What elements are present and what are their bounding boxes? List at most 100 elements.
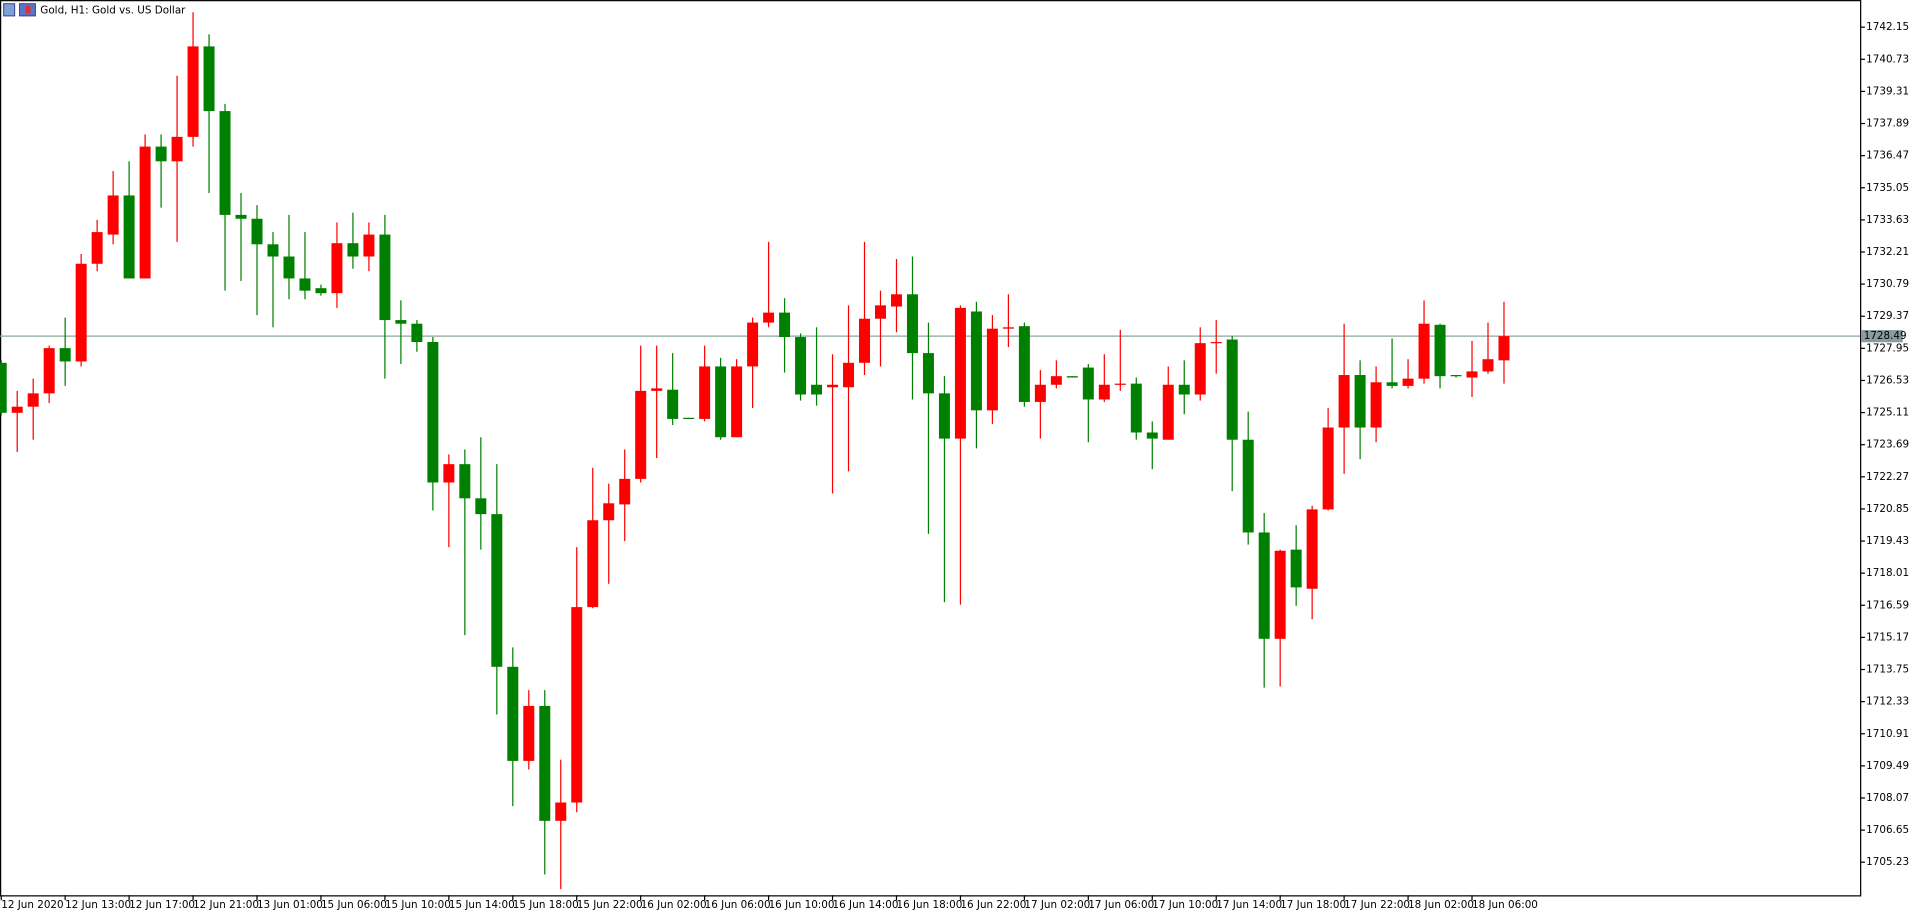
candle-body: [1386, 382, 1398, 386]
candle-body: [587, 520, 599, 608]
candle-body: [651, 388, 663, 391]
y-tick-label: 1742.15: [1866, 21, 1909, 33]
candle-body: [763, 312, 775, 323]
icon: [25, 6, 31, 14]
candle-body: [1194, 343, 1206, 395]
candle-body: [1322, 427, 1334, 510]
candle-body: [1114, 383, 1126, 385]
y-tick-label: 1705.23: [1866, 856, 1909, 868]
candle-body: [11, 406, 23, 413]
candle-body: [1210, 342, 1222, 344]
candle-body: [890, 294, 902, 307]
candle-body: [731, 366, 743, 438]
candle-body: [363, 234, 375, 257]
candle-body: [795, 337, 807, 395]
x-tick-label: 12 Jun 13:00: [65, 899, 131, 911]
x-tick-label: 17 Jun 02:00: [1024, 899, 1090, 911]
candle-body: [1338, 375, 1350, 428]
candle-body: [1082, 367, 1094, 400]
candle-body: [1130, 383, 1142, 433]
y-tick-label: 1709.49: [1866, 760, 1909, 772]
candle-body: [683, 417, 695, 420]
candle-body: [1434, 324, 1446, 377]
candle-body: [1098, 384, 1110, 400]
x-tick-label: 16 Jun 18:00: [896, 899, 962, 911]
x-tick-label: 16 Jun 22:00: [960, 899, 1026, 911]
x-tick-label: 12 Jun 2020: [1, 899, 63, 911]
y-tick-label: 1723.69: [1866, 439, 1909, 451]
current-price-box: [1861, 330, 1903, 343]
x-tick-label: 16 Jun 06:00: [705, 899, 771, 911]
x-tick-label: 18 Jun 06:00: [1472, 899, 1538, 911]
y-tick-label: 1720.85: [1866, 503, 1909, 515]
x-tick-label: 12 Jun 17:00: [129, 899, 195, 911]
chart-icons: [3, 3, 36, 17]
y-tick-label: 1733.63: [1866, 214, 1909, 226]
candle-body: [107, 195, 119, 235]
candle-body: [1370, 382, 1382, 428]
x-tick-label: 15 Jun 10:00: [385, 899, 451, 911]
candle-body: [843, 362, 855, 388]
current-price-label: 1728.49: [1864, 330, 1907, 342]
y-tick-label: 1710.91: [1866, 728, 1909, 740]
y-tick-label: 1726.53: [1866, 374, 1909, 386]
candle-body: [827, 384, 839, 388]
candle-body: [443, 464, 455, 483]
x-tick-label: 16 Jun 14:00: [833, 899, 899, 911]
candle-body: [203, 46, 215, 112]
candle-body: [1050, 376, 1062, 385]
y-tick-label: 1722.27: [1866, 471, 1909, 483]
candle-body: [251, 218, 263, 245]
candle-body: [906, 294, 918, 354]
x-tick-label: 17 Jun 14:00: [1216, 899, 1282, 911]
y-tick-label: 1706.65: [1866, 824, 1909, 836]
y-tick-label: 1708.07: [1866, 792, 1909, 804]
x-tick-label: 15 Jun 14:00: [449, 899, 515, 911]
candle-body: [491, 514, 503, 667]
candle-body: [811, 384, 823, 395]
y-tick-label: 1735.05: [1866, 182, 1909, 194]
y-tick-label: 1727.95: [1866, 342, 1909, 354]
candle-body: [187, 46, 199, 137]
candle-body: [986, 328, 998, 411]
y-tick-label: 1718.01: [1866, 567, 1909, 579]
y-tick-label: 1737.89: [1866, 118, 1909, 130]
candle-body: [283, 256, 295, 279]
candle-body: [1498, 336, 1510, 361]
candle-body: [27, 393, 39, 407]
x-tick-label: 17 Jun 18:00: [1280, 899, 1346, 911]
candle-body: [331, 243, 343, 294]
candle-body: [459, 464, 471, 499]
candle-body: [475, 498, 487, 515]
y-tick-label: 1730.79: [1866, 278, 1909, 290]
y-tick-label: 1740.73: [1866, 53, 1909, 65]
y-tick-label: 1712.33: [1866, 696, 1909, 708]
y-tick-label: 1736.47: [1866, 150, 1909, 162]
candle-body: [59, 348, 71, 362]
candle-body: [299, 278, 311, 291]
candle-body: [603, 503, 615, 521]
candle-body: [539, 705, 551, 821]
candle-body: [1178, 384, 1190, 395]
candle-body: [922, 353, 934, 394]
x-tick-label: 18 Jun 02:00: [1408, 899, 1474, 911]
candle-body: [747, 322, 759, 367]
candle-body: [1242, 439, 1254, 533]
x-tick-label: 17 Jun 22:00: [1344, 899, 1410, 911]
chart-title: Gold, H1: Gold vs. US Dollar: [40, 4, 186, 16]
y-tick-label: 1725.11: [1866, 407, 1909, 419]
y-tick-label: 1739.31: [1866, 85, 1909, 97]
candle-body: [1162, 384, 1174, 440]
candle-body: [715, 366, 727, 438]
candle-body: [1258, 532, 1270, 639]
candle-body: [1002, 327, 1014, 329]
candle-body: [395, 320, 407, 324]
candle-body: [1450, 375, 1462, 377]
y-tick-label: 1715.17: [1866, 631, 1909, 643]
candle-body: [667, 389, 679, 419]
candle-body: [1146, 432, 1158, 439]
candle-body: [379, 234, 391, 321]
candle-body: [1034, 384, 1046, 402]
